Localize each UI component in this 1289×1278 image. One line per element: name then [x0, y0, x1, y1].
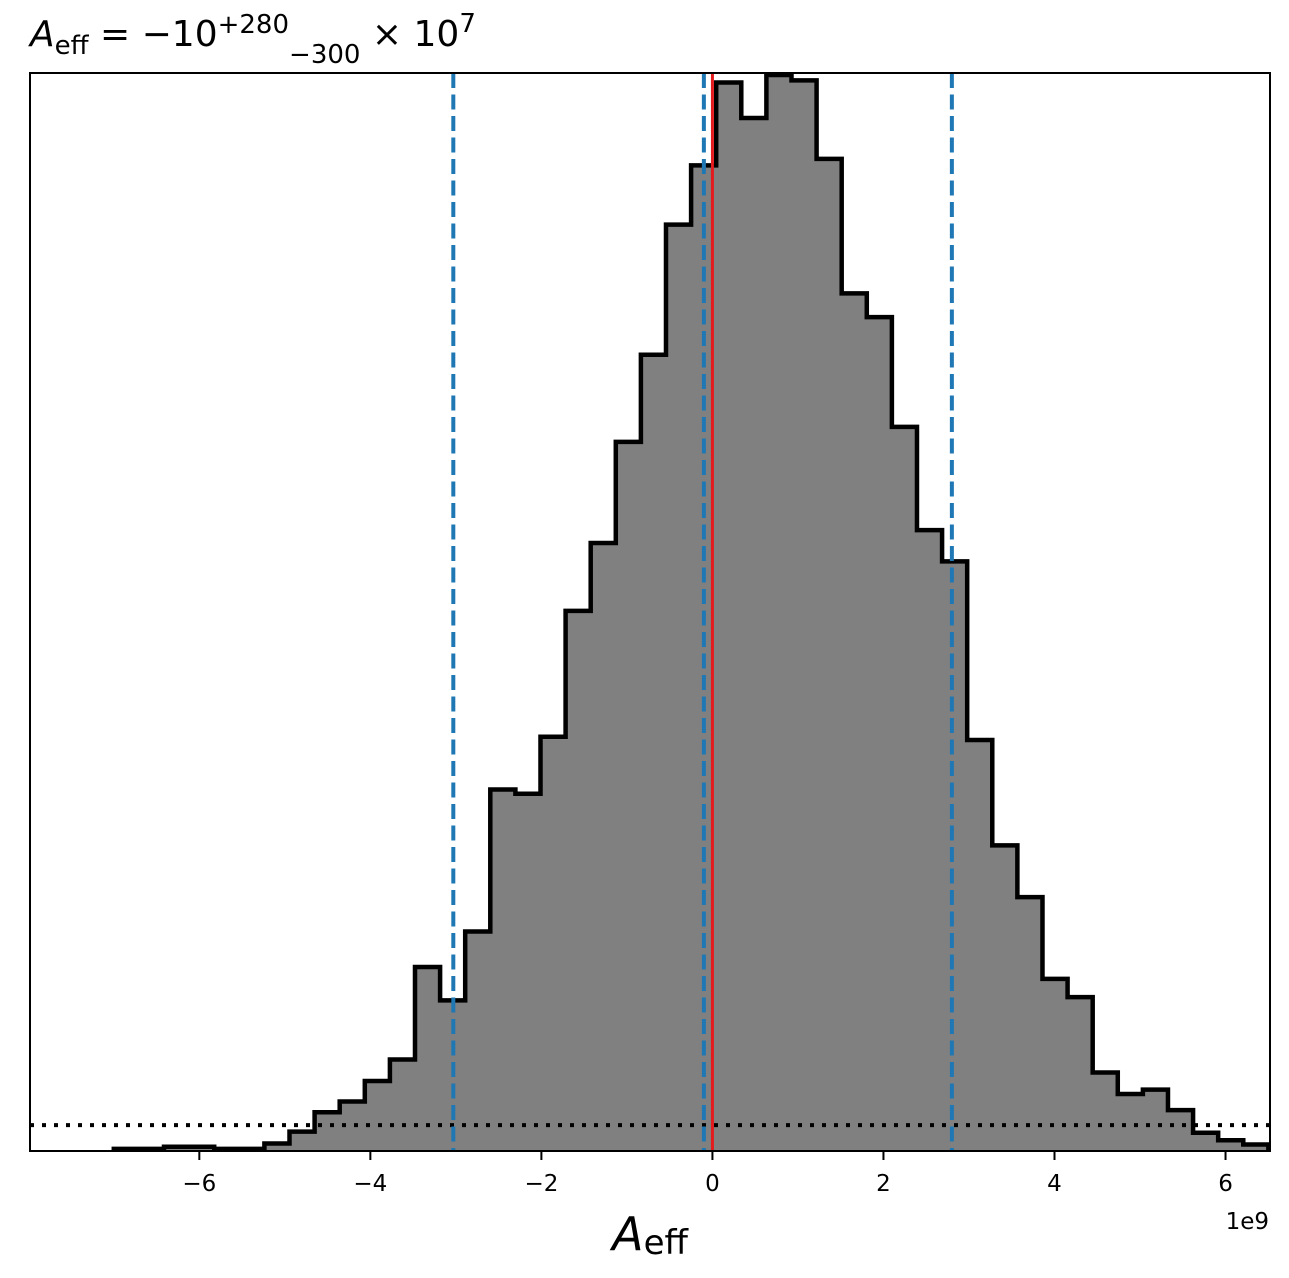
histogram-bar [590, 543, 617, 1151]
x-tick-label: −4 [353, 1171, 387, 1197]
histogram-bar [314, 1112, 341, 1151]
histogram-bar [967, 739, 993, 1151]
histogram-group [30, 73, 1270, 1151]
x-tick-label: 2 [876, 1171, 891, 1197]
title-variable-subscript: eff [55, 31, 90, 61]
histogram-bar [1092, 1072, 1119, 1151]
histogram-bar [414, 967, 441, 1151]
histogram-bar [1243, 1144, 1269, 1151]
histogram-bar [992, 845, 1018, 1151]
histogram-bar [540, 736, 567, 1151]
chart-title: Aeff = −10+280−300 × 107 [28, 9, 476, 70]
histogram-bar [1067, 997, 1094, 1151]
x-axis-offset-label: 1e9 [1226, 1209, 1269, 1235]
histogram-bar [816, 158, 843, 1151]
histogram-bar [841, 293, 868, 1151]
title-minus: − [142, 14, 172, 55]
histogram-bar [1142, 1089, 1169, 1151]
histogram-bar [1042, 978, 1069, 1151]
title-value: 10 [172, 14, 218, 55]
x-axis-label-variable: A [609, 1207, 643, 1261]
title-upper-error: +280 [218, 10, 289, 40]
histogram-bar [465, 931, 491, 1151]
title-variable: A [28, 14, 55, 55]
histogram-bar [665, 224, 692, 1151]
histogram-bar [766, 75, 793, 1151]
histogram-outline [111, 73, 1270, 1151]
histogram-bar [891, 426, 918, 1151]
x-tick-label: −6 [182, 1171, 216, 1197]
histogram-bar [515, 793, 542, 1151]
histogram-bar [866, 317, 893, 1151]
plot-area: −6 −4 −2 0 2 4 6 [29, 72, 1271, 1197]
x-axis-label-subscript: eff [644, 1223, 690, 1263]
x-tick-label: 4 [1047, 1171, 1062, 1197]
histogram-bar [741, 118, 767, 1151]
histogram-bar [716, 82, 742, 1151]
x-tick-label: 0 [705, 1171, 720, 1197]
histogram-bar [1268, 1149, 1270, 1151]
histogram-bar [565, 610, 592, 1151]
histogram-bar [916, 530, 943, 1151]
histogram-bar [490, 789, 516, 1151]
histogram-bar [264, 1143, 291, 1151]
x-tick-label: 6 [1218, 1171, 1233, 1197]
histogram-bar [364, 1081, 391, 1151]
histogram-bar [1218, 1140, 1244, 1151]
title-equals: = [89, 14, 142, 55]
title-exponent: 7 [459, 9, 476, 39]
histogram-bar [1193, 1132, 1219, 1151]
histogram-bar [289, 1131, 316, 1151]
histogram-bar [615, 441, 642, 1151]
x-tick-label: −2 [524, 1171, 558, 1197]
title-lower-error: −300 [289, 40, 360, 70]
x-axis-label: Aeff [609, 1207, 689, 1263]
axes-frame [29, 72, 1271, 1152]
histogram-bar [791, 80, 818, 1151]
histogram-bar [389, 1059, 416, 1151]
title-multiplier: × 10 [360, 14, 459, 55]
histogram-bar [1117, 1093, 1144, 1151]
histogram-bar [942, 561, 968, 1151]
histogram-bar [640, 354, 667, 1151]
histogram-bar [1017, 897, 1044, 1151]
histogram-bar [1167, 1110, 1194, 1151]
